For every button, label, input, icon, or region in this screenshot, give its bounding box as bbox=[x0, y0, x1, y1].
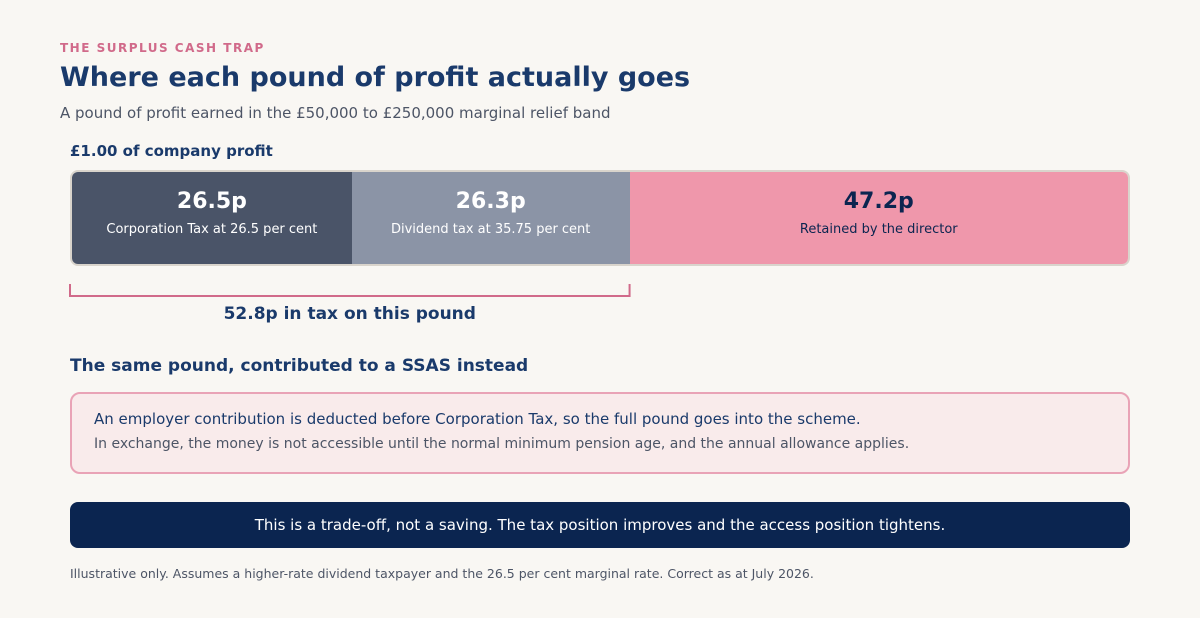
bar-segment-caption: Dividend tax at 35.75 per cent bbox=[390, 222, 591, 237]
tax-bracket-line bbox=[69, 284, 631, 297]
ssas-info-box: An employer contribution is deducted bef… bbox=[70, 392, 1130, 474]
trade-off-banner: This is a trade-off, not a saving. The t… bbox=[70, 502, 1130, 548]
chart-title: £1.00 of company profit bbox=[70, 142, 273, 160]
bar-segment-caption: Retained by the director bbox=[799, 222, 958, 237]
bar-segment-caption: Corporation Tax at 26.5 per cent bbox=[106, 222, 318, 237]
tax-bracket-label: 52.8p in tax on this pound bbox=[223, 304, 476, 324]
page-subtitle: A pound of profit earned in the £50,000 … bbox=[60, 104, 611, 122]
bar-segment-value: 26.5p bbox=[176, 189, 247, 214]
ssas-heading: The same pound, contributed to a SSAS in… bbox=[70, 356, 529, 376]
bar-segment-value: 47.2p bbox=[843, 189, 914, 214]
trade-off-banner-text: This is a trade-off, not a saving. The t… bbox=[254, 516, 946, 534]
bar-segment-2: 47.2p Retained by the director bbox=[629, 172, 1128, 264]
footnote: Illustrative only. Assumes a higher-rate… bbox=[70, 566, 814, 581]
eyebrow-label: THE SURPLUS CASH TRAP bbox=[60, 41, 265, 55]
bar-segment-0: 26.5p Corporation Tax at 26.5 per cent bbox=[72, 172, 352, 264]
bar-segment-1: 26.3p Dividend tax at 35.75 per cent bbox=[351, 172, 630, 264]
ssas-info-line-1: An employer contribution is deducted bef… bbox=[94, 410, 861, 428]
stacked-bar: 26.5p Corporation Tax at 26.5 per cent 26.… bbox=[70, 170, 1130, 266]
bar-segment-value: 26.3p bbox=[455, 189, 526, 214]
page-title: Where each pound of profit actually goes bbox=[60, 62, 691, 93]
ssas-info-line-2: In exchange, the money is not accessible… bbox=[94, 436, 910, 452]
